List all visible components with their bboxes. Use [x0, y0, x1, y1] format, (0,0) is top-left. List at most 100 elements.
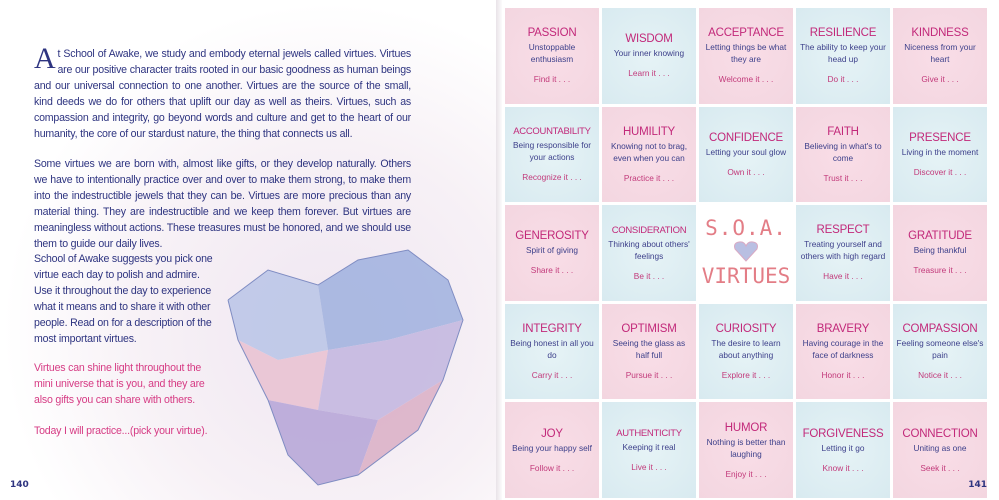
virtue-action: Find it . . .: [533, 74, 571, 85]
virtue-card: CURIOSITY The desire to learn about anyth…: [699, 303, 793, 400]
soa-virtues-title: S.O.A. VIRTUES: [699, 205, 793, 301]
virtue-action: Share it . . .: [530, 265, 574, 276]
virtue-name: WISDOM: [625, 33, 673, 46]
virtue-description: Knowing not to brag, even when you can: [610, 140, 688, 163]
virtue-name: BRAVERY: [816, 323, 870, 336]
virtue-name: KINDNESS: [911, 27, 969, 40]
virtue-name: RESPECT: [816, 224, 870, 237]
virtue-description: Being responsible for your actions: [513, 140, 591, 163]
virtue-name: INTEGRITY: [522, 323, 582, 336]
virtue-card: CONSIDERATION Thinking about others' feel…: [602, 205, 696, 301]
virtue-card: JOY Being your happy self Follow it . . .: [505, 402, 599, 498]
virtue-description: Believing in what's to come: [804, 140, 882, 163]
virtue-action: Have it . . .: [823, 271, 863, 282]
virtue-description: Thinking about others' feelings: [608, 238, 690, 261]
virtue-card: GRATITUDE Being thankful Treasure it . . .: [893, 205, 987, 301]
virtue-card: CONNECTION Uniting as one Seek it . . .: [893, 402, 987, 498]
virtue-description: Nothing is better than laughing: [706, 436, 786, 459]
virtue-description: Feeling someone else's pain: [896, 338, 984, 361]
intro-text: t School of Awake, we study and embody e…: [34, 48, 411, 140]
virtue-description: Uniting as one: [913, 442, 967, 453]
virtue-description: Being honest in all you do: [510, 338, 594, 361]
virtue-action: Honor it . . .: [821, 370, 865, 381]
virtue-description: Unstoppable enthusiasm: [528, 42, 576, 65]
virtue-action: Know it . . .: [822, 462, 864, 473]
book-gutter: [496, 0, 503, 500]
virtue-description: Spirit of giving: [525, 245, 579, 256]
virtue-name: CONNECTION: [902, 427, 978, 440]
virtue-action: Notice it . . .: [918, 370, 962, 381]
virtue-action: Welcome it . . .: [718, 74, 774, 85]
virtue-action: Treasure it . . .: [913, 265, 967, 276]
virtue-card: COMPASSION Feeling someone else's pain Not…: [893, 303, 987, 400]
virtue-description: Keeping it real: [622, 442, 676, 453]
virtue-card: CONFIDENCE Letting your soul glow Own it .…: [699, 106, 793, 203]
virtue-action: Discover it . . .: [913, 166, 967, 177]
virtue-description: Letting it go: [821, 442, 865, 453]
virtues-title: VIRTUES: [701, 263, 791, 288]
virtue-name: FAITH: [827, 125, 859, 138]
virtue-card: AUTHENTICITY Keeping it real Live it . . .: [602, 402, 696, 498]
virtue-description: Letting your soul glow: [705, 146, 787, 157]
virtue-card: PRESENCE Living in the moment Discover it …: [893, 106, 987, 203]
highlight-paragraph: Virtues can shine light throughout the m…: [34, 362, 205, 406]
page-number-right: 141: [968, 480, 987, 490]
crystal-heart-illustration: [227, 249, 464, 486]
virtue-card: RESILIENCE The ability to keep your head …: [796, 8, 890, 104]
virtues-grid: PASSION Unstoppable enthusiasm Find it . .…: [505, 8, 987, 498]
virtue-card: FORGIVENESS Letting it go Know it . . .: [796, 402, 890, 498]
virtue-action: Practice it . . .: [623, 172, 675, 183]
second-paragraph: Some virtues we are born with, almost li…: [34, 158, 411, 250]
virtue-card: PASSION Unstoppable enthusiasm Find it . .…: [505, 8, 599, 104]
virtue-card: BRAVERY Having courage in the face of dar…: [796, 303, 890, 400]
virtue-action: Seek it . . .: [920, 462, 960, 473]
suggestion-paragraph: School of Awake suggests you pick one vi…: [34, 253, 213, 345]
virtue-card: HUMOR Nothing is better than laughing Enjo…: [699, 402, 793, 498]
virtue-description: Being your happy self: [512, 442, 592, 453]
virtue-action: Be it . . .: [633, 270, 665, 281]
crystal-heart-icon: [734, 241, 758, 262]
virtue-name: GRATITUDE: [908, 230, 972, 243]
virtue-name: COMPASSION: [902, 323, 978, 336]
virtue-description: Having courage in the face of darkness: [802, 338, 884, 361]
virtue-card: GENEROSITY Spirit of giving Share it . . .: [505, 205, 599, 301]
virtue-name: OPTIMISM: [621, 323, 677, 336]
virtue-name: CURIOSITY: [715, 323, 777, 336]
virtue-action: Recognize it . . .: [522, 172, 582, 183]
virtue-action: Carry it . . .: [531, 370, 573, 381]
virtue-name: CONSIDERATION: [611, 224, 687, 236]
soa-title: S.O.A.: [705, 215, 787, 240]
virtue-card: ACCEPTANCE Letting things be what they ar…: [699, 8, 793, 104]
virtue-card: FAITH Believing in what's to come Trust it…: [796, 106, 890, 203]
virtue-name: GENEROSITY: [515, 230, 589, 243]
page-number-left: 140: [10, 480, 29, 490]
virtue-card: OPTIMISM Seeing the glass as half full Pur…: [602, 303, 696, 400]
virtue-name: ACCEPTANCE: [708, 27, 784, 40]
virtue-name: ACCOUNTABILITY: [513, 126, 591, 138]
virtue-action: Trust it . . .: [823, 172, 863, 183]
virtue-name: JOY: [541, 427, 563, 440]
virtue-action: Explore it . . .: [721, 370, 771, 381]
drop-cap: A: [34, 42, 56, 75]
virtue-card: WISDOM Your inner knowing Learn it . . .: [602, 8, 696, 104]
virtue-action: Own it . . .: [727, 166, 765, 177]
virtue-name: FORGIVENESS: [802, 427, 884, 440]
virtue-card: ACCOUNTABILITY Being responsible for your…: [505, 106, 599, 203]
virtue-description: Seeing the glass as half full: [612, 338, 686, 361]
virtue-description: Treating yourself and others with high r…: [800, 239, 886, 262]
virtue-name: PASSION: [527, 27, 577, 40]
virtue-name: RESILIENCE: [809, 27, 877, 40]
right-page: PASSION Unstoppable enthusiasm Find it . .…: [502, 0, 999, 500]
virtue-action: Live it . . .: [631, 462, 667, 473]
virtue-description: Being thankful: [913, 245, 967, 256]
virtue-name: CONFIDENCE: [708, 131, 784, 144]
virtue-description: Your inner knowing: [613, 48, 685, 59]
virtue-description: The desire to learn about anything: [711, 338, 781, 361]
virtue-description: The ability to keep your head up: [800, 42, 886, 65]
virtue-action: Give it . . .: [921, 74, 959, 85]
virtue-name: PRESENCE: [909, 131, 971, 144]
virtue-card: KINDNESS Niceness from your heart Give it …: [893, 8, 987, 104]
virtue-description: Niceness from your heart: [904, 42, 976, 65]
